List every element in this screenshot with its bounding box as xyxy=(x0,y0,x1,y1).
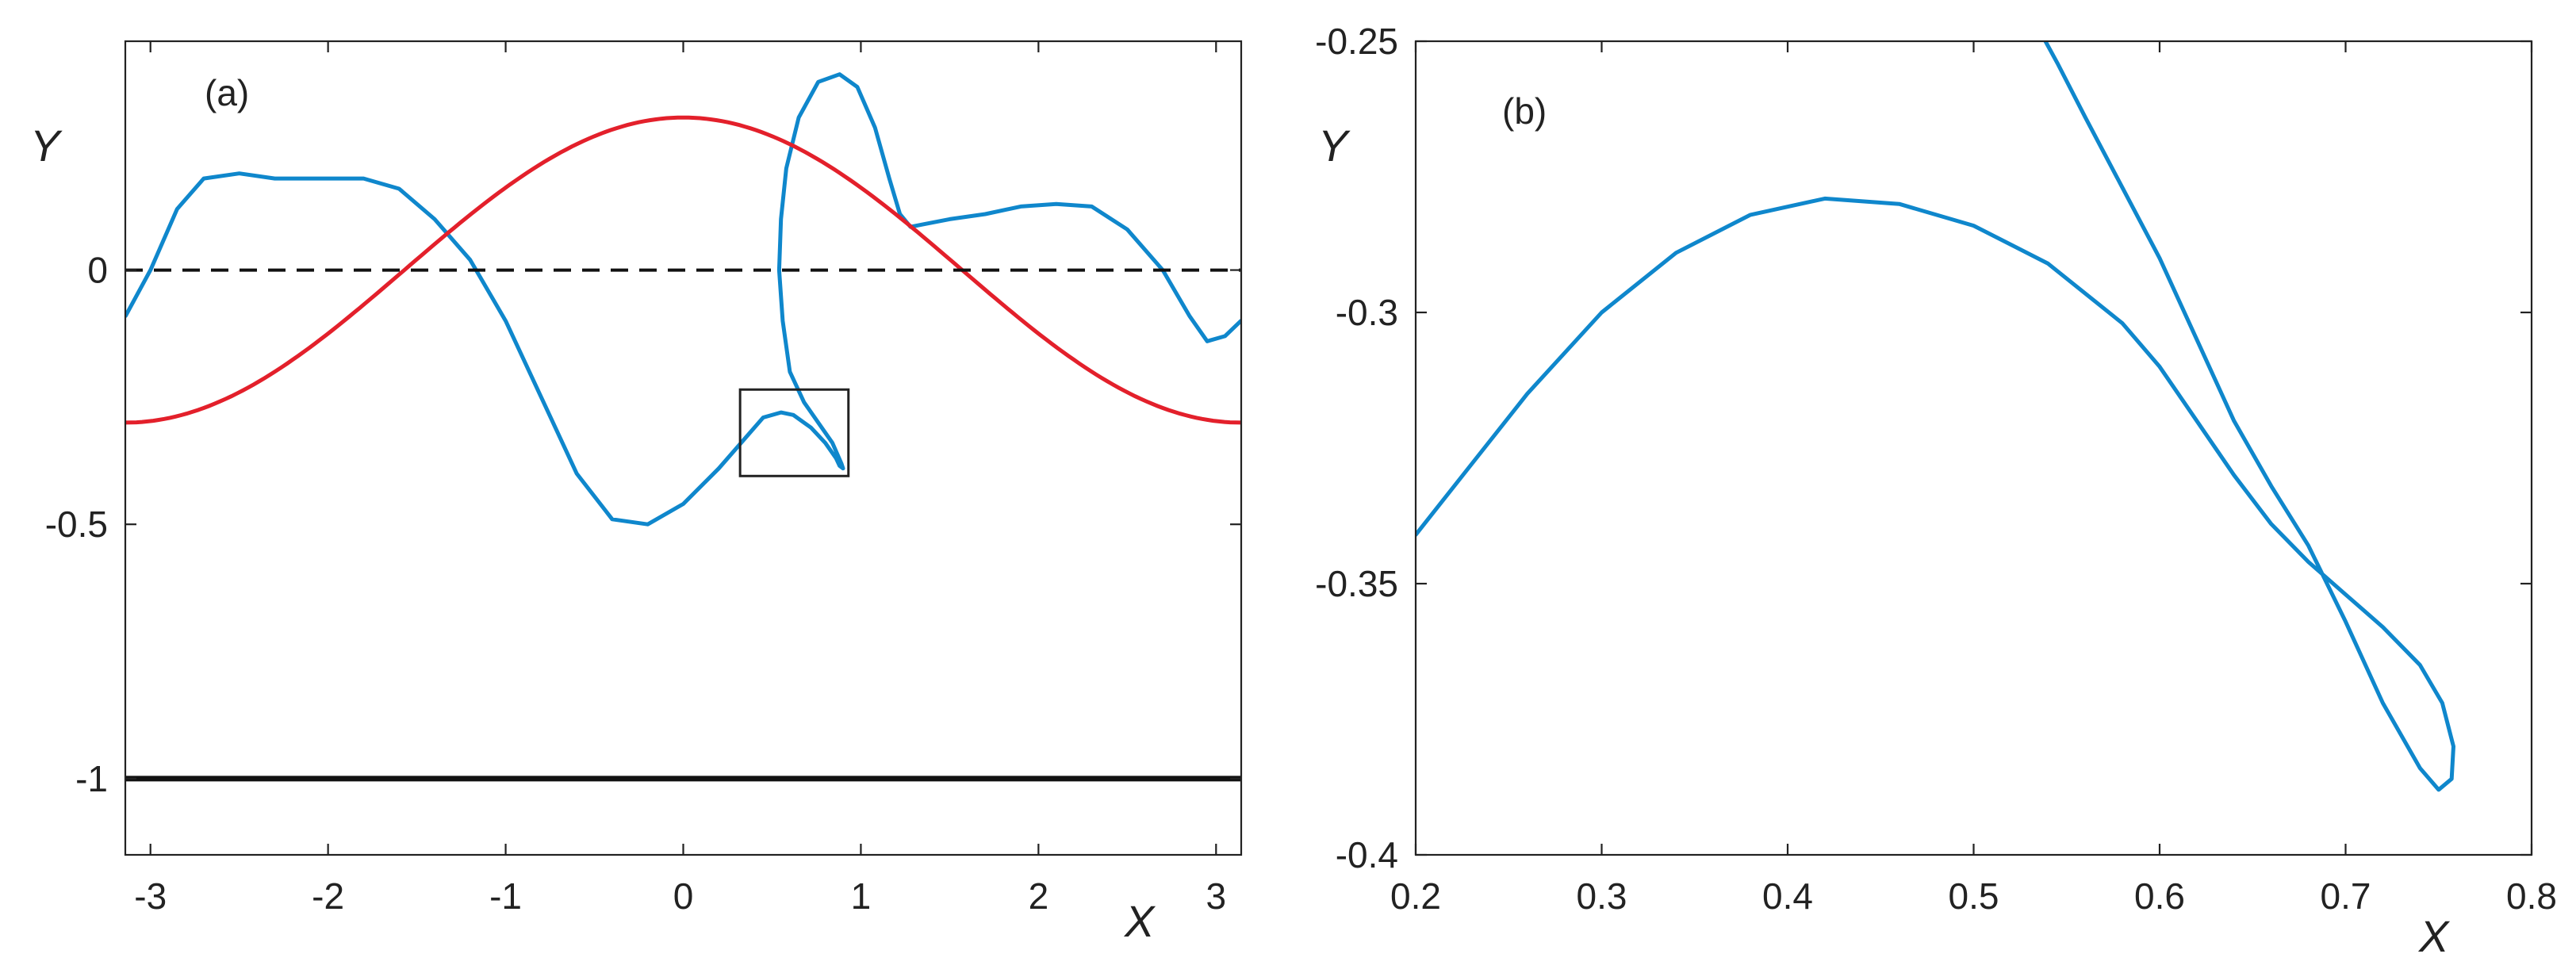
panel-a: -3 -2 -1 0 1 2 3 -1 -0.5 0 (a) Y X xyxy=(30,40,1243,946)
panel-b-ticks: 0.2 0.3 0.4 0.5 0.6 0.7 0.8 -0.25 -0.3 -0.35 -0.4 xyxy=(1315,21,2557,917)
panel-a-y-tick-label: -1 xyxy=(75,758,108,799)
panel-b-series-blue-interface-zoom xyxy=(1416,41,2455,792)
panel-b-label: (b) xyxy=(1502,90,1547,132)
panel-a-inset-box xyxy=(738,388,850,477)
panel-b-x-tick-label: 0.5 xyxy=(1949,875,1999,917)
panel-b-x-tick-label: 0.4 xyxy=(1762,875,1813,917)
panel-a-x-tick-label: 2 xyxy=(1029,875,1049,917)
panel-a-series-blue-interface xyxy=(125,72,1241,527)
panel-a-x-axis-title: X xyxy=(1123,896,1156,946)
panel-b-x-tick-label: 0.8 xyxy=(2506,875,2557,917)
panel-a-x-tick-label: -1 xyxy=(489,875,522,917)
panel-b-frame xyxy=(1414,40,2533,856)
panel-b-x-tick-label: 0.3 xyxy=(1577,875,1627,917)
panel-a-frame xyxy=(124,40,1243,856)
panel-a-y-tick-label: 0 xyxy=(87,250,108,291)
panel-b-x-tick-label: 0.2 xyxy=(1390,875,1441,917)
panel-a-x-tick-label: -3 xyxy=(134,875,167,917)
panel-b-y-tick-label: -0.4 xyxy=(1336,834,1398,875)
panel-a-x-tick-label: 1 xyxy=(851,875,872,917)
panel-a-series xyxy=(125,72,1241,782)
panel-b-y-axis-title: Y xyxy=(1318,121,1351,170)
panel-b-x-tick-label: 0.6 xyxy=(2134,875,2185,917)
panel-a-x-tick-label: 3 xyxy=(1206,875,1226,917)
panel-a-x-tick-label: -2 xyxy=(312,875,344,917)
panel-a-y-axis-title: Y xyxy=(30,121,63,170)
panel-b-y-tick-label: -0.35 xyxy=(1315,563,1398,604)
panel-b-x-tick-label: 0.7 xyxy=(2321,875,2371,917)
panel-b: 0.2 0.3 0.4 0.5 0.6 0.7 0.8-0.25-0.3-0.35-0.4 … xyxy=(1315,21,2557,961)
panel-b-series xyxy=(1416,41,2455,792)
panel-a-y-tick-label: -0.5 xyxy=(45,504,108,545)
panel-a-label: (a) xyxy=(205,72,249,113)
panel-a-ticks: -3 -2 -1 0 1 2 3 -1 -0.5 0 xyxy=(45,41,1241,917)
panel-a-series-red-curve xyxy=(125,115,1241,425)
panel-b-y-tick-label: -0.25 xyxy=(1315,21,1398,62)
panel-a-x-tick-label: 0 xyxy=(673,875,694,917)
panel-b-x-axis-title: X xyxy=(2417,911,2451,961)
panel-b-y-tick-label: -0.3 xyxy=(1336,292,1398,333)
